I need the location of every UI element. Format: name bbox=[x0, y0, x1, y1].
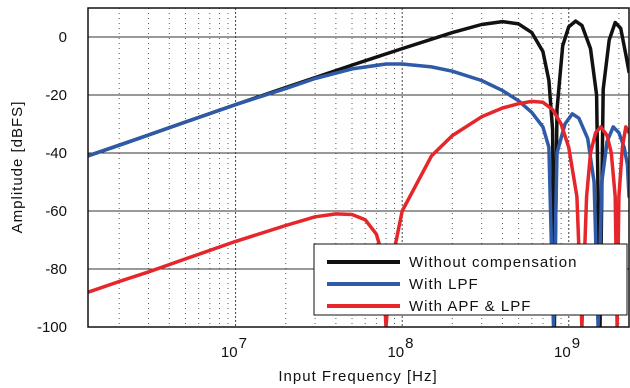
x-tick-exponent: 9 bbox=[572, 335, 580, 352]
y-tick-label: -100 bbox=[37, 319, 67, 336]
y-tick-label: -40 bbox=[45, 145, 67, 162]
plot-frame bbox=[87, 7, 630, 328]
y-tick-label: -60 bbox=[45, 203, 67, 220]
x-tick-base: 10 bbox=[221, 344, 238, 361]
series-line-2 bbox=[88, 99, 629, 327]
series-layer bbox=[88, 19, 629, 327]
legend-label-2: With APF & LPF bbox=[409, 298, 531, 315]
legend-label-0: Without compensation bbox=[409, 254, 577, 271]
y-tick-label: -20 bbox=[45, 87, 67, 104]
legend-label-1: With LPF bbox=[409, 276, 479, 293]
x-tick-base: 10 bbox=[387, 344, 404, 361]
y-tick-label: 0 bbox=[59, 29, 67, 46]
x-tick-label: 109 bbox=[554, 335, 580, 361]
legend: Without compensation With LPF With APF & L… bbox=[313, 243, 628, 316]
y-axis-label: Amplitude [dBFS] bbox=[9, 101, 26, 234]
x-tick-exponent: 7 bbox=[239, 335, 247, 352]
x-tick-base: 10 bbox=[554, 344, 571, 361]
series-line-1 bbox=[88, 62, 629, 327]
x-tick-label: 107 bbox=[221, 335, 247, 361]
x-tick-exponent: 8 bbox=[405, 335, 413, 352]
x-tick-label: 108 bbox=[387, 335, 413, 361]
x-axis-label: Input Frequency [Hz] bbox=[278, 368, 437, 385]
y-tick-label: -80 bbox=[45, 261, 67, 278]
legend-box bbox=[313, 243, 628, 316]
